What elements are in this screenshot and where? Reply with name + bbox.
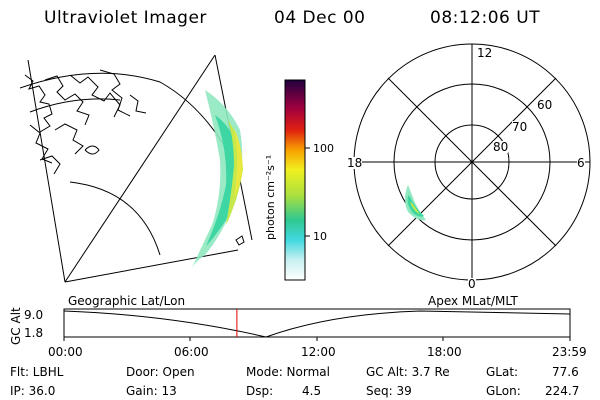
colorbar-tick-10: 10 — [313, 230, 327, 243]
lat-label-60: 60 — [537, 98, 553, 112]
colorbar-unit-label: photon cm⁻²s⁻¹ — [264, 154, 277, 240]
altplot-left-title: Geographic Lat/Lon — [68, 294, 186, 308]
coastline — [69, 74, 121, 118]
altplot-xtick-3: 18:00 — [427, 345, 462, 359]
aurora-emission-map — [192, 90, 245, 268]
mlt-label-12: 12 — [477, 46, 493, 60]
seq-info: Seq: 39 — [366, 384, 412, 398]
coastline — [129, 94, 147, 114]
ip-info: IP: 36.0 — [10, 384, 56, 398]
coastline — [29, 124, 53, 164]
map-latitude-arc-lower — [69, 181, 161, 256]
coastline — [84, 145, 100, 155]
lat-label-80: 80 — [493, 140, 509, 154]
colorbar-tick-100: 100 — [313, 142, 334, 155]
altplot-ytick-high: 9.0 — [24, 308, 44, 322]
map-meridian-1 — [27, 59, 66, 283]
coastline — [54, 123, 84, 155]
gain-info: Gain: 13 — [126, 384, 177, 398]
time-label: 08:12:06 UT — [430, 8, 541, 28]
coastline — [24, 74, 53, 133]
app-title: Ultraviolet Imager — [44, 8, 207, 28]
coastline — [99, 69, 131, 117]
map-meridian-3 — [64, 249, 239, 283]
gc-alt-info: GC Alt: 3.7 Re — [366, 365, 450, 379]
altplot-xtick-4: 23:59 — [552, 345, 587, 359]
map-latitude-arc — [20, 72, 241, 176]
altplot-ylabel: GC Alt — [9, 307, 23, 345]
filter-info: Flt: LBHL — [10, 365, 64, 379]
door-info: Door: Open — [126, 365, 195, 379]
coastline — [39, 155, 61, 175]
date-label: 04 Dec 00 — [274, 8, 366, 28]
mlt-label-6: 6 — [577, 156, 585, 170]
mode-info: Mode: Normal — [246, 365, 330, 379]
dsp-value: 4.5 — [302, 384, 322, 398]
altplot-xtick-1: 06:00 — [174, 345, 209, 359]
map-latitude-arc-inner — [29, 98, 121, 113]
mlt-label-0: 0 — [468, 277, 476, 291]
altplot-xtick-0: 00:00 — [48, 345, 83, 359]
glon-value: 224.7 — [545, 384, 580, 398]
coastline — [44, 75, 90, 126]
mlt-label-18: 18 — [347, 156, 363, 170]
altplot-ytick-low: 1.8 — [24, 326, 44, 340]
glon-label: GLon: — [486, 384, 521, 398]
lat-label-70: 70 — [512, 120, 528, 134]
altplot-xtick-2: 12:00 — [301, 345, 336, 359]
altplot-right-title: Apex MLat/MLT — [428, 294, 518, 308]
glat-label: GLat: — [486, 365, 519, 379]
glat-value: 77.6 — [552, 365, 579, 379]
map-meridian-2 — [64, 55, 216, 283]
dsp-label: Dsp: — [246, 384, 274, 398]
